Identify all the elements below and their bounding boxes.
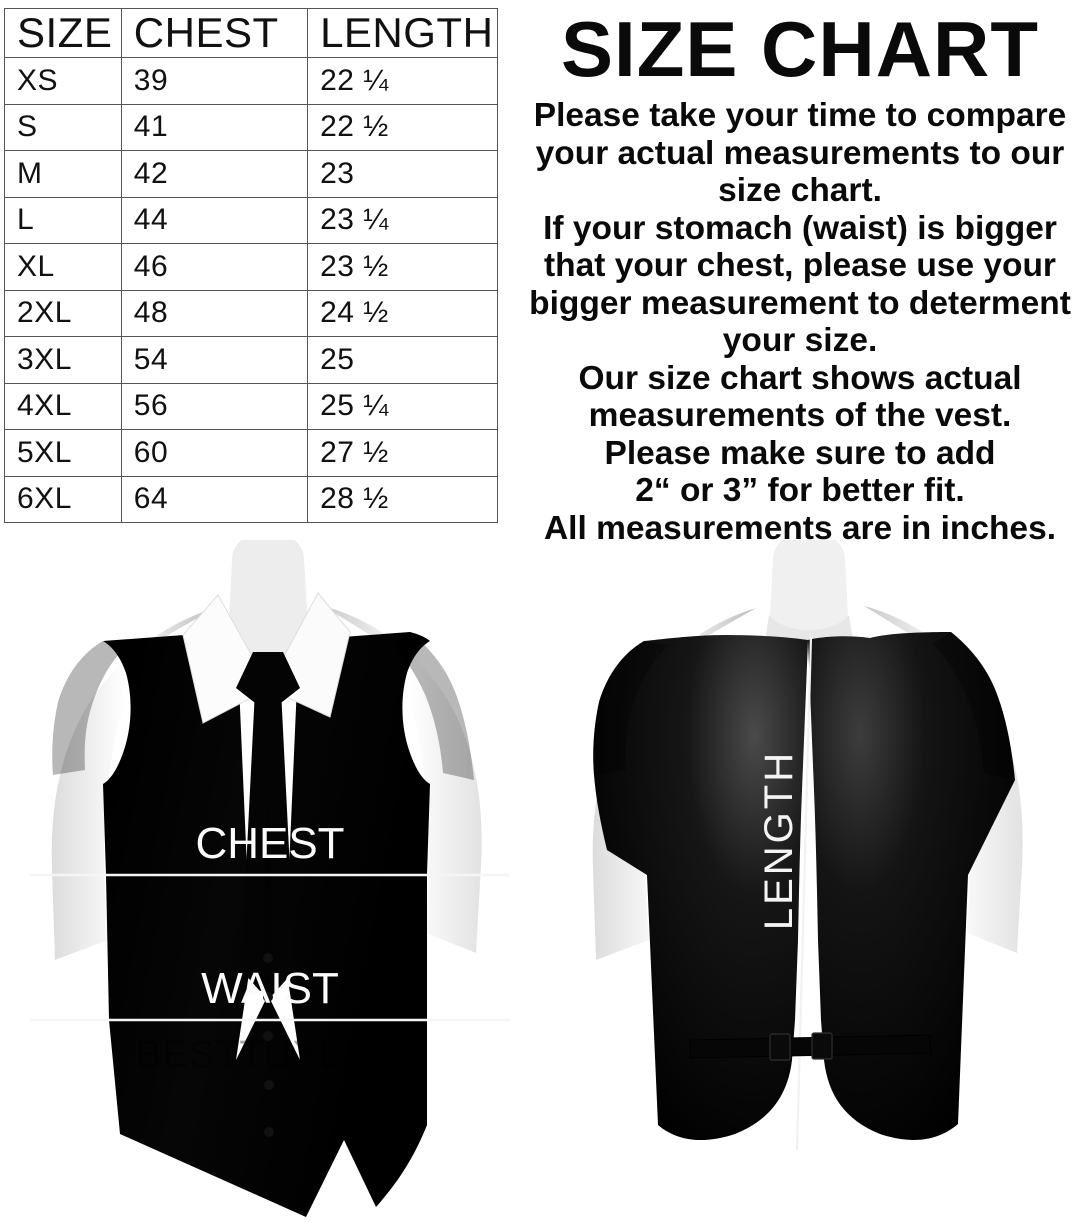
svg-text:WAIST: WAIST (201, 964, 339, 1013)
svg-text:LENGTH: LENGTH (757, 750, 801, 930)
svg-text:CHEST: CHEST (195, 819, 344, 868)
svg-text:BESTTUXEDO: BESTTUXEDO (136, 1034, 404, 1076)
